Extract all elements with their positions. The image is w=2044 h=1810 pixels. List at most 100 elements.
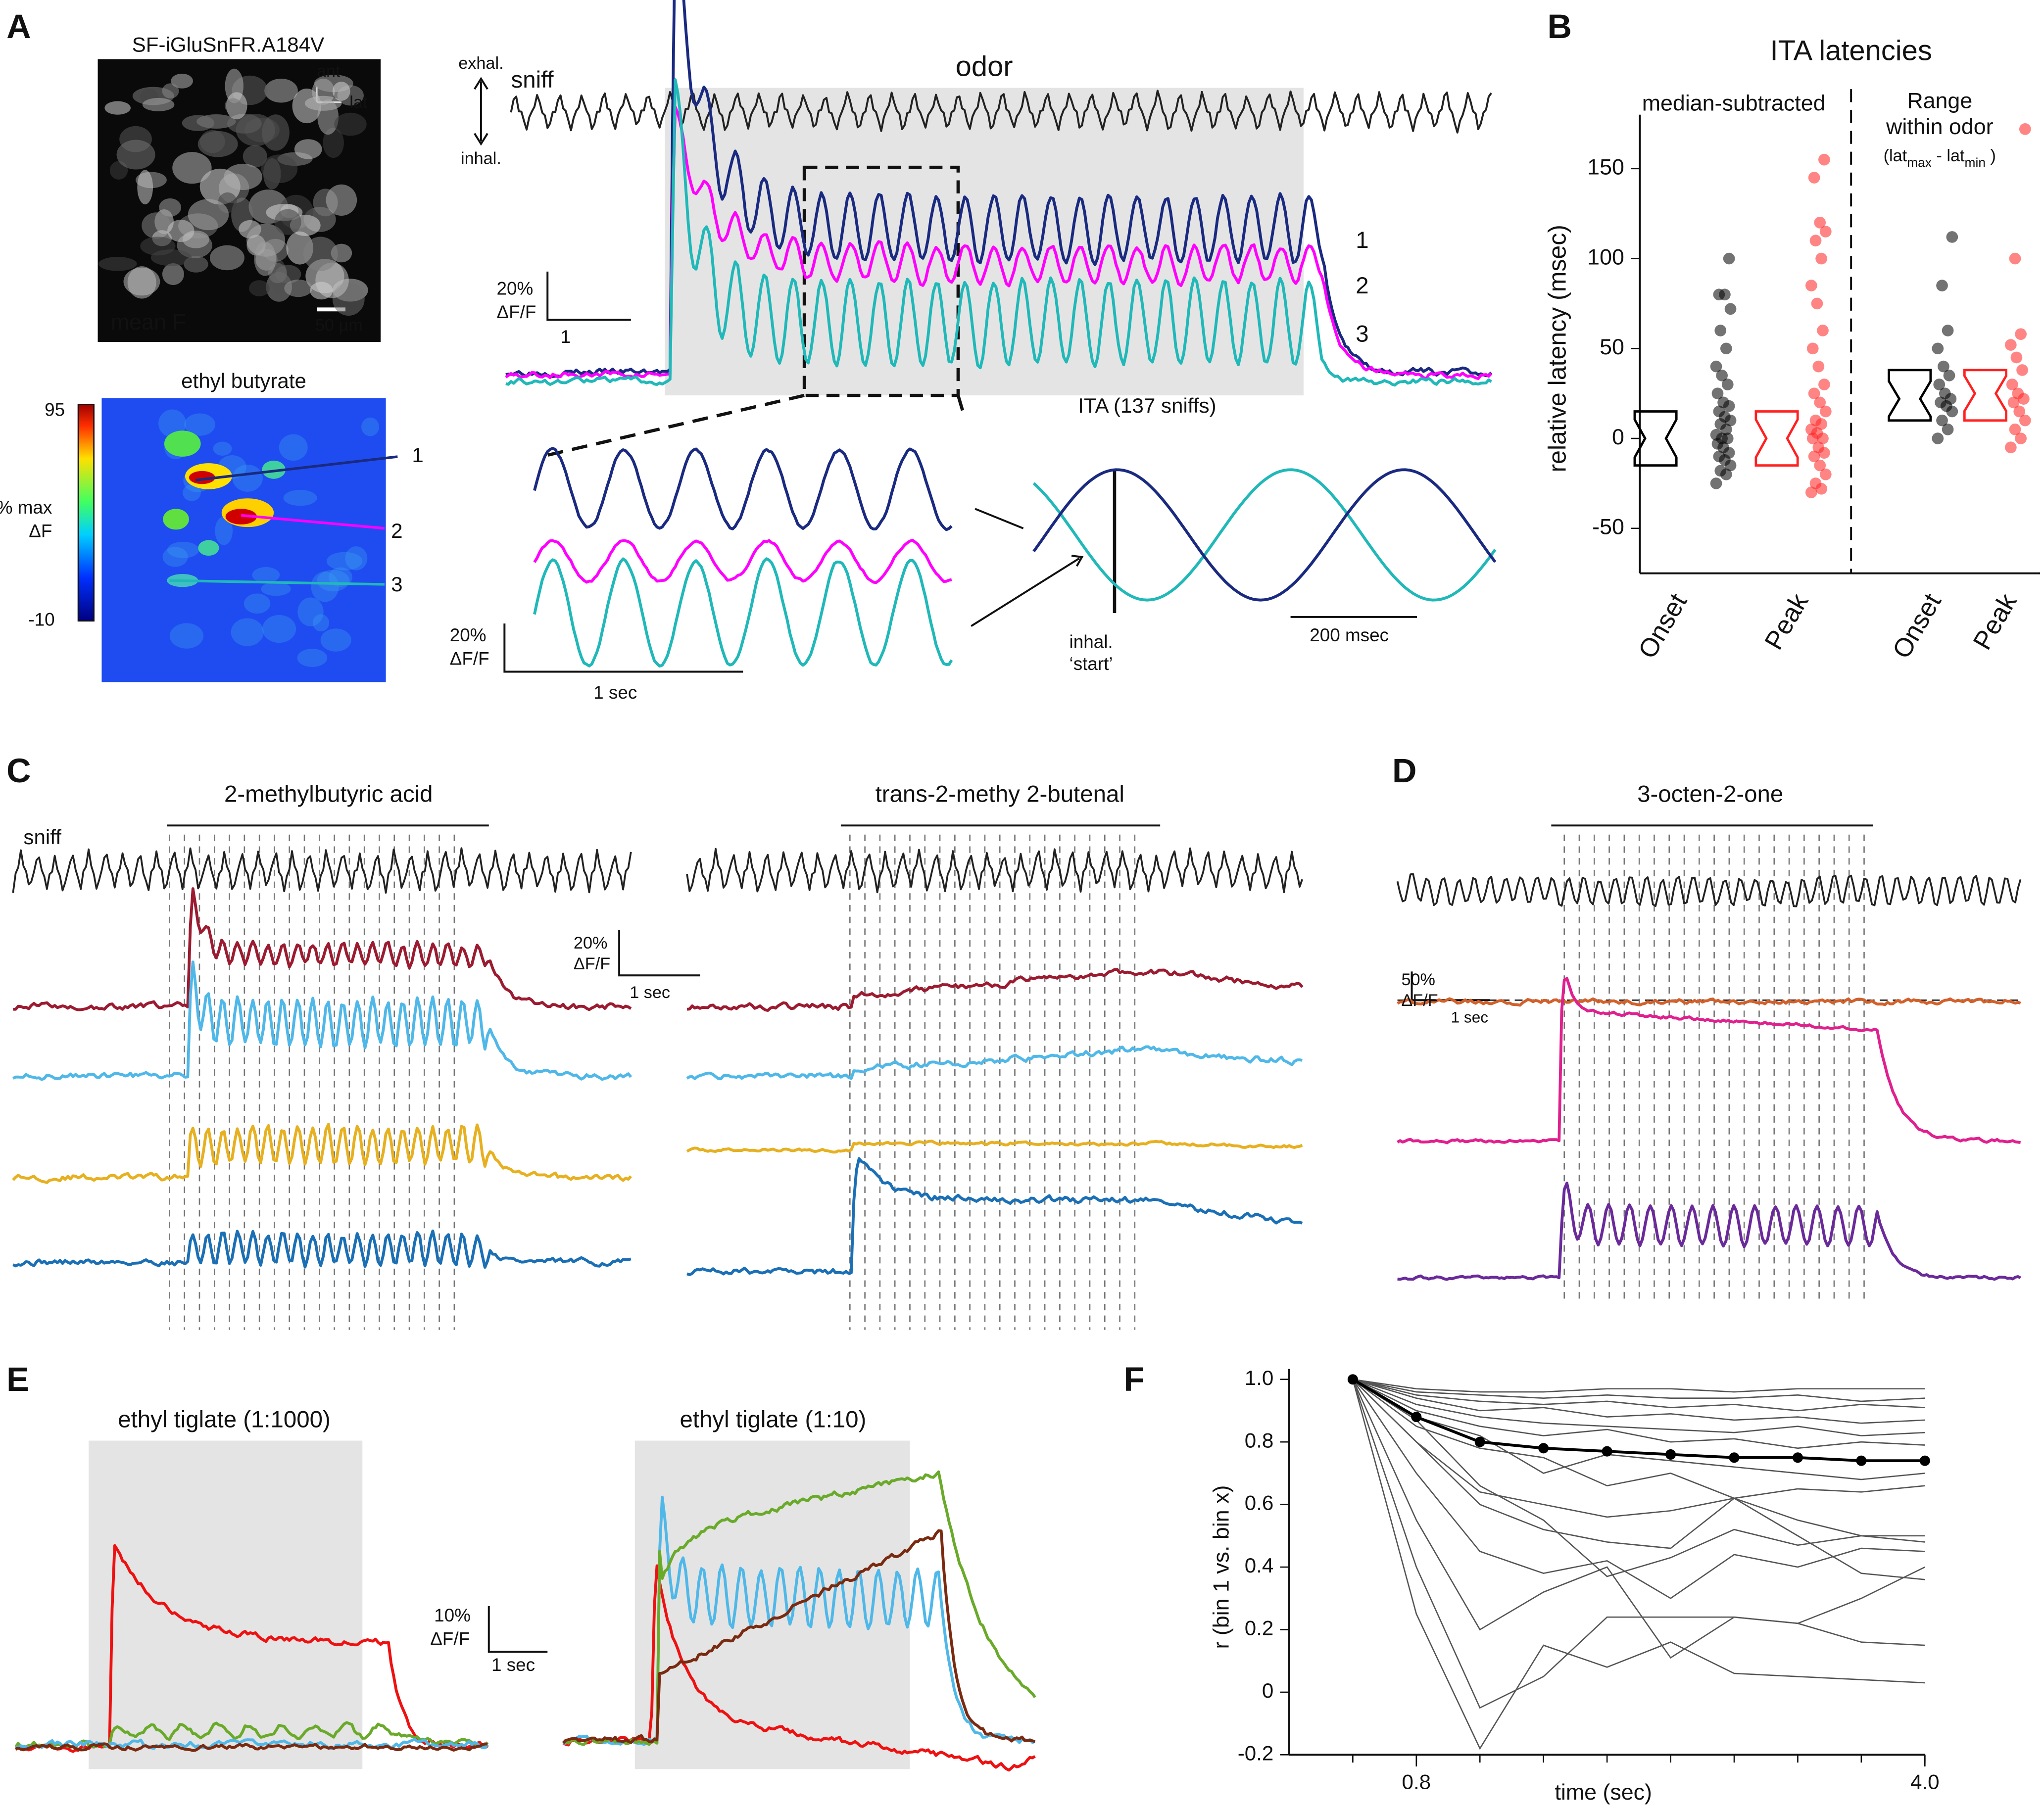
label: ITA (137 sniffs) xyxy=(1078,394,1216,417)
point xyxy=(1711,387,1724,400)
point xyxy=(2016,364,2028,376)
label: 200 msec xyxy=(1310,625,1389,645)
mean-point xyxy=(1856,1455,1867,1466)
scale-bar xyxy=(503,623,743,673)
x-tick-label: 4.0 xyxy=(1910,1770,1940,1793)
glomerulus xyxy=(104,101,131,115)
cell-line xyxy=(1352,1379,1925,1543)
glomerulus xyxy=(209,245,244,271)
point xyxy=(1805,280,1817,291)
label: A xyxy=(6,7,31,46)
roi-blob xyxy=(262,460,286,479)
label: 1 sec xyxy=(630,983,670,1002)
point xyxy=(1806,342,1819,355)
label: 95 xyxy=(45,399,65,420)
label: within odor xyxy=(1886,114,1994,139)
trace xyxy=(533,447,953,531)
point xyxy=(1818,379,1830,390)
cell-line xyxy=(1353,1379,1925,1393)
glomerulus xyxy=(361,417,380,436)
glomerulus xyxy=(294,139,322,159)
point xyxy=(1808,172,1820,184)
y-tick-label: 100 xyxy=(1587,244,1624,269)
trace xyxy=(1396,873,2022,907)
point xyxy=(1724,303,1737,315)
mean-line xyxy=(1352,1378,1925,1463)
cell-line xyxy=(1352,1379,1925,1750)
glomerulus xyxy=(311,572,339,602)
trace xyxy=(15,1742,488,1752)
glomerulus xyxy=(284,279,313,297)
label: sniff xyxy=(23,825,61,849)
glomerulus xyxy=(162,83,179,99)
glomerulus xyxy=(310,282,333,300)
label: F xyxy=(1123,1360,1144,1398)
label: ΔF/F xyxy=(497,302,536,322)
y-tick-label: 0.4 xyxy=(1245,1554,1274,1577)
label: 3-octen-2-one xyxy=(1637,781,1783,807)
label: time (sec) xyxy=(1555,1780,1652,1805)
cell-line xyxy=(1352,1379,1925,1436)
point xyxy=(1938,360,1949,373)
y-tick-label: 0.6 xyxy=(1245,1491,1274,1515)
glomerulus xyxy=(303,237,338,271)
label: 50% xyxy=(1401,970,1435,989)
label: 1 sec xyxy=(593,682,637,703)
cell-line xyxy=(1352,1379,1925,1599)
glomerulus xyxy=(262,615,296,643)
trace xyxy=(686,1157,1303,1277)
glomerulus xyxy=(334,112,367,136)
trace xyxy=(1397,997,2021,1007)
mean-point xyxy=(1729,1452,1740,1463)
point xyxy=(1716,369,1728,381)
trace xyxy=(686,968,1304,1012)
trace xyxy=(12,1229,632,1269)
label: ΔF/F xyxy=(574,954,610,973)
trace xyxy=(13,887,632,1011)
point xyxy=(2004,339,2017,351)
glomerulus xyxy=(261,582,291,596)
glomerulus xyxy=(137,170,153,204)
glomerulus xyxy=(224,163,262,190)
label: odor xyxy=(956,50,1013,82)
glomerulus xyxy=(167,220,195,242)
trace xyxy=(562,1564,1036,1772)
glomerulus xyxy=(169,623,204,649)
trace xyxy=(12,847,632,894)
category-label: Onset xyxy=(1633,588,1693,663)
label: Range xyxy=(1907,88,1972,113)
point xyxy=(1809,235,1822,247)
glomerulus xyxy=(249,280,270,296)
point xyxy=(1815,252,1827,265)
y-tick-label: 1.0 xyxy=(1245,1366,1274,1389)
point xyxy=(1805,424,1817,435)
label: 1 xyxy=(412,443,423,467)
point xyxy=(2015,328,2027,340)
glomerulus xyxy=(171,73,193,89)
glomerulus xyxy=(184,413,215,436)
odor-window xyxy=(89,1440,363,1769)
glomerulus xyxy=(167,541,199,559)
trace xyxy=(562,1470,1036,1746)
mean-point xyxy=(1665,1449,1676,1460)
box xyxy=(1963,369,2007,422)
label: 50 µm xyxy=(315,316,363,335)
category-label: Peak xyxy=(1759,588,1814,655)
point xyxy=(1942,424,1954,435)
point xyxy=(1710,429,1722,441)
glomerulus xyxy=(199,130,225,153)
glomerulus xyxy=(236,114,275,146)
formula-part: - lat xyxy=(1932,146,1965,165)
trace xyxy=(14,1721,489,1749)
label: SF-iGluSnFR.A184V xyxy=(132,33,325,56)
point xyxy=(2009,424,2021,435)
trace xyxy=(686,1140,1303,1154)
label: ΔF/F xyxy=(450,649,489,669)
point xyxy=(1936,414,1948,427)
cell-line xyxy=(1353,1379,1925,1402)
point xyxy=(1817,325,1829,336)
glomerulus xyxy=(332,81,350,101)
zoom-lines xyxy=(540,393,967,459)
odor-window xyxy=(634,1440,910,1769)
